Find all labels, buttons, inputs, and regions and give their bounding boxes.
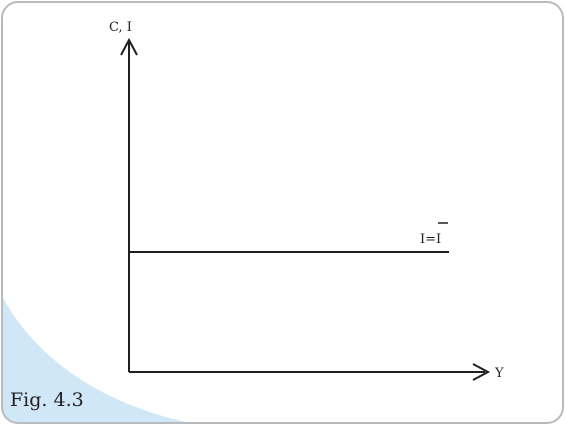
line-label-bar-letter: I [436, 232, 441, 247]
y-axis-arrowhead [120, 37, 138, 56]
x-axis-label: Y [494, 366, 504, 381]
x-axis-arrowhead [472, 363, 491, 381]
line-label: I=I [420, 232, 441, 247]
decorative-swoosh [2, 292, 200, 423]
line-label-lhs: I= [420, 232, 436, 247]
figure-caption: Fig. 4.3 [10, 389, 84, 411]
y-axis-label: C, I [109, 20, 132, 35]
